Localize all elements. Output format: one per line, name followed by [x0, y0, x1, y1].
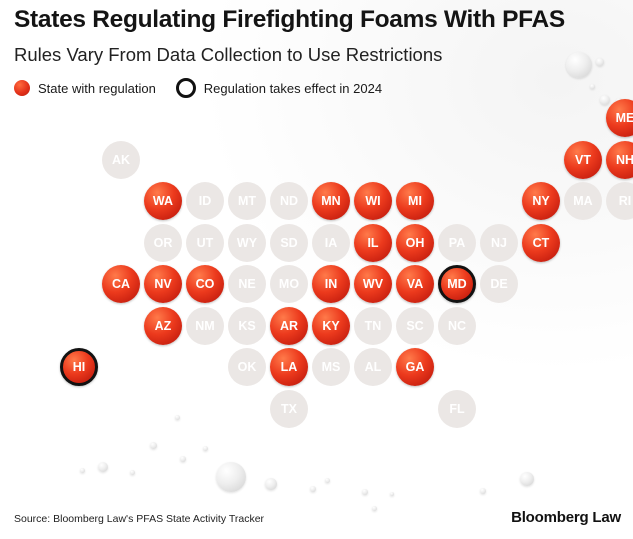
state-mt: MT — [228, 182, 266, 220]
state-wy: WY — [228, 223, 266, 262]
state-ma: MA — [564, 182, 602, 220]
state-me: ME — [606, 99, 633, 137]
decorative-bubble — [520, 472, 534, 486]
state-ut: UT — [186, 223, 224, 262]
state-la: LA — [270, 348, 308, 386]
legend-regulated-swatch — [14, 80, 30, 96]
legend-ring-swatch — [175, 78, 196, 98]
decorative-bubble — [362, 489, 368, 495]
state-ga: GA — [396, 348, 434, 386]
legend: State with regulation Regulation takes e… — [14, 77, 382, 99]
decorative-bubble — [600, 95, 610, 105]
state-nd: ND — [270, 182, 308, 220]
state-sd: SD — [270, 223, 308, 262]
state-pa: PA — [438, 223, 476, 262]
page-title: States Regulating Firefighting Foams Wit… — [14, 6, 565, 33]
state-nc: NC — [438, 306, 476, 345]
state-va: VA — [396, 265, 434, 303]
state-sc: SC — [396, 306, 434, 345]
state-wv: WV — [354, 265, 392, 303]
state-in: IN — [312, 265, 350, 303]
state-md: MD — [438, 265, 476, 303]
state-id: ID — [186, 182, 224, 220]
state-vt: VT — [564, 140, 602, 179]
legend-regulated-label: State with regulation — [38, 80, 156, 96]
state-ks: KS — [228, 306, 266, 345]
decorative-bubble — [130, 470, 135, 475]
page-subtitle: Rules Vary From Data Collection to Use R… — [14, 44, 443, 65]
state-ne: NE — [228, 265, 266, 303]
brand-logo: Bloomberg Law — [511, 509, 621, 526]
state-co: CO — [186, 265, 224, 303]
decorative-bubble — [310, 486, 316, 492]
decorative-bubble — [265, 478, 277, 490]
decorative-bubble — [150, 442, 157, 449]
state-fl: FL — [438, 389, 476, 428]
state-ok: OK — [228, 348, 266, 386]
decorative-bubble — [175, 415, 180, 420]
decorative-bubble — [566, 52, 592, 78]
state-ca: CA — [102, 265, 140, 303]
state-az: AZ — [144, 306, 182, 345]
state-ak: AK — [102, 140, 140, 179]
decorative-bubble — [325, 478, 330, 483]
state-il: IL — [354, 223, 392, 262]
state-nm: NM — [186, 306, 224, 345]
state-al: AL — [354, 348, 392, 386]
decorative-bubble — [180, 456, 186, 462]
state-nj: NJ — [480, 223, 518, 262]
state-mn: MN — [312, 182, 350, 220]
decorative-bubble — [216, 462, 246, 492]
state-or: OR — [144, 223, 182, 262]
state-mi: MI — [396, 182, 434, 220]
state-ia: IA — [312, 223, 350, 262]
decorative-bubble — [98, 462, 108, 472]
decorative-bubble — [203, 446, 208, 451]
state-ri: RI — [606, 182, 633, 220]
state-ny: NY — [522, 182, 560, 220]
decorative-bubble — [80, 468, 85, 473]
state-hi: HI — [60, 348, 98, 386]
decorative-bubble — [596, 58, 604, 66]
state-wa: WA — [144, 182, 182, 220]
state-nv: NV — [144, 265, 182, 303]
state-de: DE — [480, 265, 518, 303]
state-ct: CT — [522, 223, 560, 262]
decorative-bubble — [590, 84, 595, 89]
state-mo: MO — [270, 265, 308, 303]
state-wi: WI — [354, 182, 392, 220]
state-ar: AR — [270, 306, 308, 345]
state-tx: TX — [270, 389, 308, 428]
decorative-bubble — [372, 506, 377, 511]
state-ky: KY — [312, 306, 350, 345]
legend-ring-label: Regulation takes effect in 2024 — [203, 80, 383, 96]
source-note: Source: Bloomberg Law's PFAS State Activ… — [14, 513, 265, 525]
decorative-bubble — [480, 488, 486, 494]
decorative-bubble — [390, 492, 394, 496]
state-ms: MS — [312, 348, 350, 386]
state-nh: NH — [606, 140, 633, 179]
state-tn: TN — [354, 306, 392, 345]
state-oh: OH — [396, 223, 434, 262]
